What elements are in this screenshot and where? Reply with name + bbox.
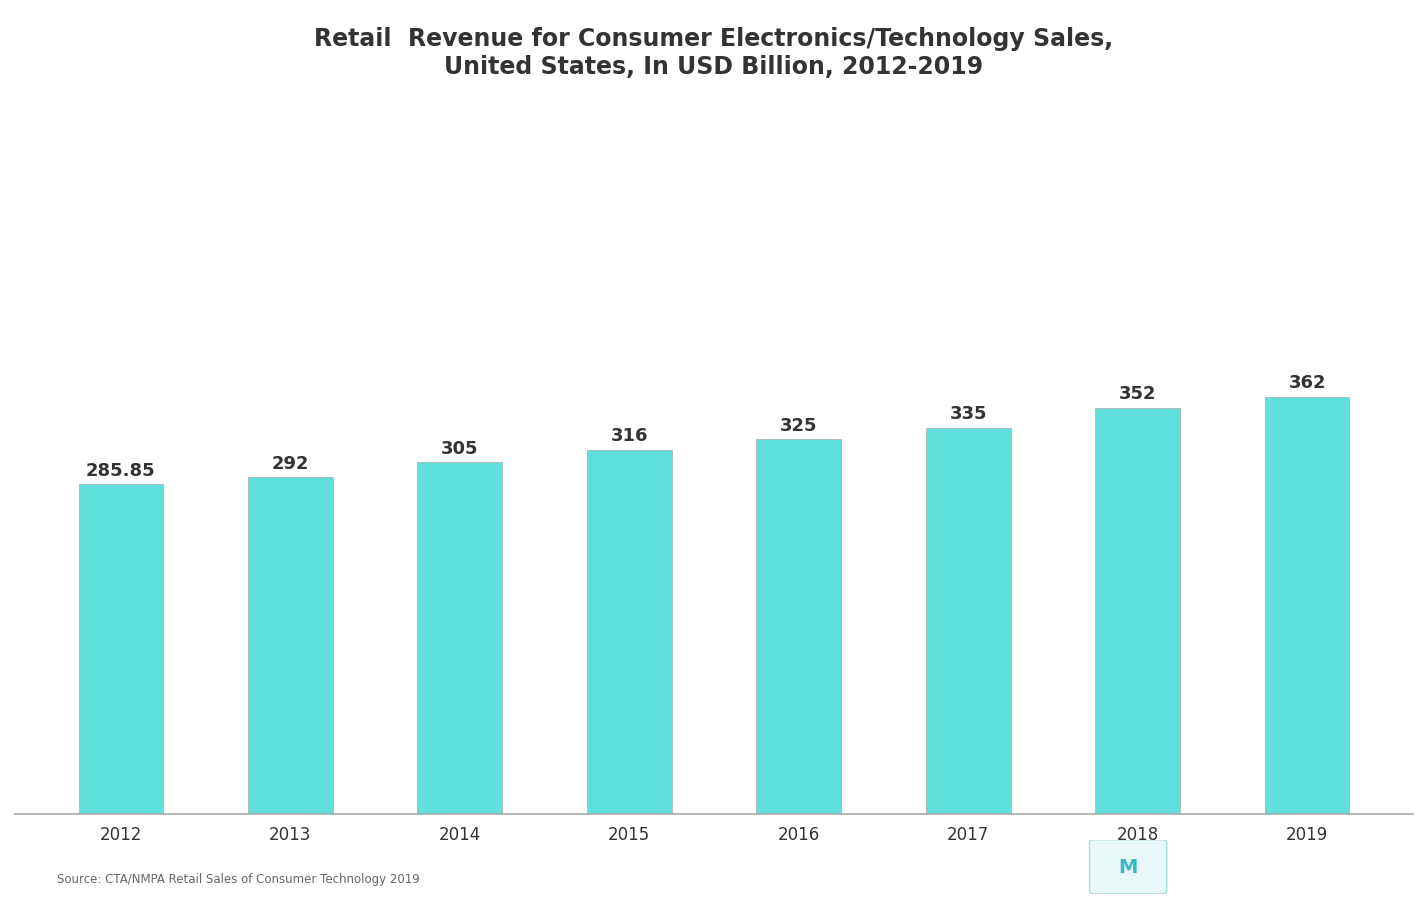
Text: 362: 362 [1288, 374, 1325, 392]
Bar [248, 478, 333, 814]
Text: 285.85: 285.85 [86, 461, 156, 479]
Text: 335: 335 [950, 405, 987, 423]
FancyBboxPatch shape [1090, 840, 1167, 894]
Bar [1095, 409, 1180, 814]
Text: Retail  Revenue for Consumer Electronics/Technology Sales,
United States, In USD: Retail Revenue for Consumer Electronics/… [314, 27, 1114, 79]
Text: 325: 325 [780, 416, 817, 434]
Bar [925, 428, 1011, 814]
Bar [417, 463, 503, 814]
Text: 305: 305 [441, 439, 478, 457]
Text: 352: 352 [1120, 385, 1157, 403]
Bar [1265, 397, 1349, 814]
Text: 316: 316 [611, 426, 648, 444]
Text: Source: CTA/NMPA Retail Sales of Consumer Technology 2019: Source: CTA/NMPA Retail Sales of Consume… [57, 872, 420, 885]
Bar [757, 440, 841, 814]
Bar [79, 485, 163, 814]
Text: M: M [1118, 857, 1138, 877]
Bar [587, 451, 671, 814]
Text: 292: 292 [271, 454, 308, 472]
